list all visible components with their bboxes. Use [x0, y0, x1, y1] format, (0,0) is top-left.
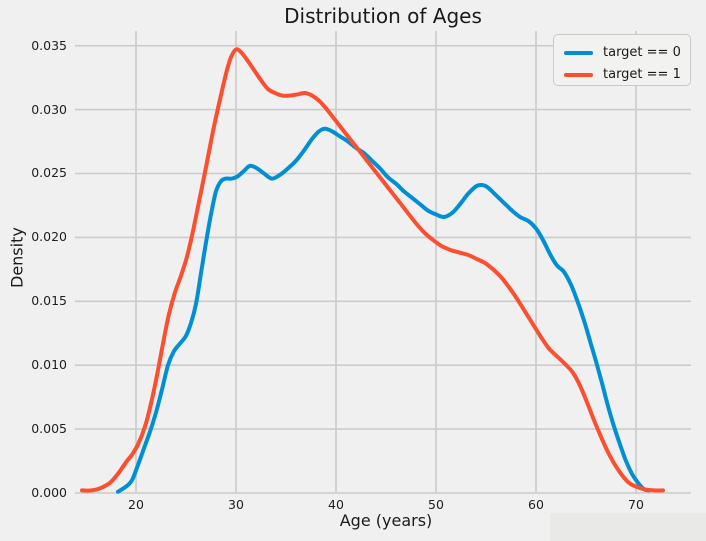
y-tick-label: 0.000 [31, 485, 67, 500]
x-tick-label: 70 [628, 497, 644, 512]
x-tick-label: 40 [328, 497, 344, 512]
legend-line-swatch-red [564, 72, 593, 77]
x-tick-label: 20 [128, 497, 144, 512]
legend-label: target == 0 [603, 45, 681, 60]
y-tick-label: 0.035 [31, 37, 67, 53]
watermark-overlay [550, 513, 706, 541]
y-tick-label: 0.025 [31, 165, 67, 181]
legend-line-swatch-blue [564, 50, 593, 55]
kde-curve-target-1 [80, 47, 665, 493]
x-axis-label: Age (years) [339, 511, 433, 530]
legend-entry-target-1: target == 1 [564, 65, 690, 84]
kde-curve-target-0 [116, 126, 651, 494]
y-tick-label: 0.020 [31, 229, 67, 245]
y-axis-label: Density [7, 227, 27, 288]
y-tick-label: 0.005 [31, 421, 67, 437]
x-tick-label: 30 [228, 497, 244, 512]
y-tick-label: 0.010 [31, 357, 67, 373]
legend-box: target == 0 target == 1 [553, 34, 691, 86]
x-tick-label: 50 [428, 497, 444, 512]
chart-title: Distribution of Ages [284, 4, 482, 28]
x-tick-label: 60 [528, 497, 544, 512]
y-tick-label: 0.030 [31, 101, 67, 117]
legend-entry-target-0: target == 0 [564, 43, 690, 62]
legend-label: target == 1 [603, 67, 681, 82]
grid-lines [75, 31, 691, 494]
y-tick-label: 0.015 [31, 293, 67, 309]
kde-curves [80, 47, 665, 494]
